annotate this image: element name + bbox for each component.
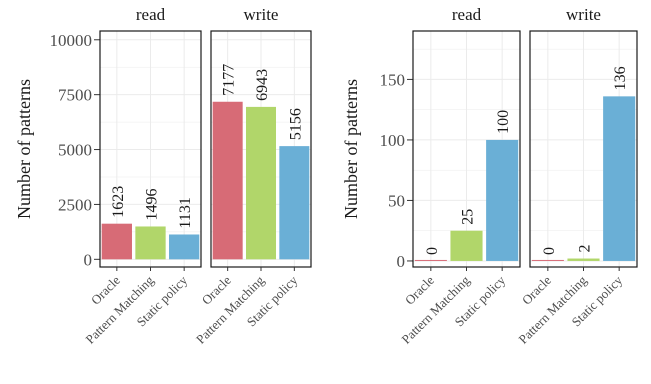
chart1-y-tick-label: 0 xyxy=(84,250,93,269)
chart1-read-bar-pattern-matching xyxy=(135,226,166,260)
chart1-y-tick-label: 7500 xyxy=(58,86,92,105)
chart2-y-tick-label: 0 xyxy=(397,252,406,271)
chart2-write-data-label: 2 xyxy=(577,245,594,253)
chart1-write-facet-label: write xyxy=(244,5,279,24)
chart1-y-tick-label: 5000 xyxy=(58,141,92,160)
chart2-read-facet-label: read xyxy=(452,5,482,24)
chart2-write-bar-pattern-matching xyxy=(567,258,600,261)
chart2-write-bar-static-policy xyxy=(603,96,636,261)
chart2-read-bar-static-policy xyxy=(486,139,519,261)
chart2-y-tick-label: 50 xyxy=(388,191,405,210)
chart1-write-bar-pattern-matching xyxy=(246,106,276,260)
chart2-y-tick-label: 100 xyxy=(380,131,406,150)
chart2-write-facet-label: write xyxy=(566,5,601,24)
chart1-read-data-label: 1496 xyxy=(144,188,161,220)
chart1-y-axis-title: Number of patterns xyxy=(14,79,34,219)
chart1-read-bar-oracle xyxy=(101,223,132,260)
chart1-write-bar-oracle xyxy=(212,101,243,260)
chart1-read-data-label: 1623 xyxy=(110,186,127,218)
chart2-read-data-label: 100 xyxy=(495,110,512,134)
chart1-read-data-label: 1131 xyxy=(177,197,194,228)
chart2-y-tick-label: 150 xyxy=(380,70,406,89)
chart2-write-data-label: 0 xyxy=(541,247,558,255)
chart1-write-data-label: 5156 xyxy=(287,108,304,140)
chart2-read-data-label: 25 xyxy=(460,209,477,225)
chart2-read-bar-pattern-matching xyxy=(450,230,483,261)
chart2-y-axis-title: Number of patterns xyxy=(341,79,361,219)
chart2-read-bar-oracle xyxy=(414,259,447,261)
chart2-read-data-label: 0 xyxy=(424,247,441,255)
chart1-y-tick-label: 10000 xyxy=(50,31,93,50)
chart1-read-facet-label: read xyxy=(136,5,166,24)
chart1-write-bar-static-policy xyxy=(279,146,310,260)
chart1-write-data-label: 7177 xyxy=(221,64,238,96)
chart2-write-data-label: 136 xyxy=(612,66,629,90)
chart2-write-bar-oracle xyxy=(531,259,564,261)
chart1-y-tick-label: 2500 xyxy=(58,195,92,214)
chart1-write-data-label: 6943 xyxy=(254,69,271,101)
chart1-read-bar-static-policy xyxy=(169,234,200,260)
